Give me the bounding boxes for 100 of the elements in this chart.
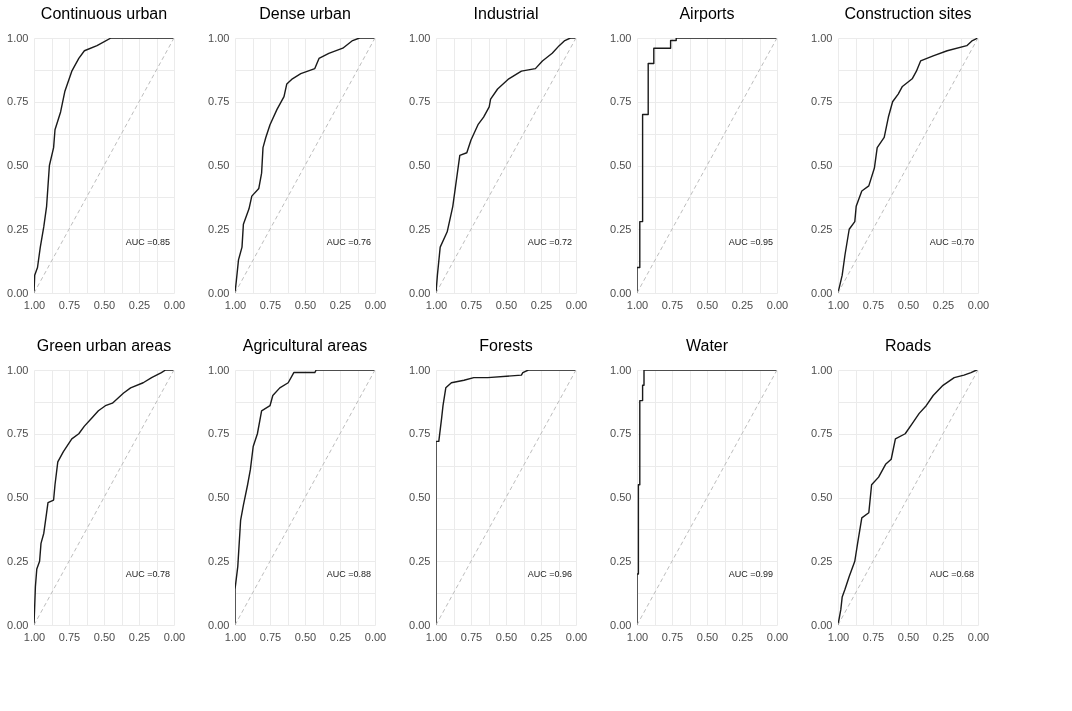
y-tick-label: 0.75 <box>208 427 230 440</box>
x-tick-label: 0.75 <box>259 298 282 311</box>
x-tick-label: 0.50 <box>897 630 920 643</box>
y-tick-label: 0.00 <box>409 618 431 631</box>
y-tick-label: 1.00 <box>811 363 833 376</box>
y-tick-label: 1.00 <box>610 363 632 376</box>
annotation: AUC =0.72 <box>527 237 572 247</box>
annotation: AUC =0.95 <box>728 237 773 247</box>
x-tick-label: 0.00 <box>565 298 588 311</box>
chart-title: Construction sites <box>844 5 972 22</box>
y-tick-label: 0.00 <box>208 286 230 299</box>
y-tick-label: 0.00 <box>409 286 431 299</box>
x-tick-label: 0.25 <box>731 630 754 643</box>
x-tick-label: 0.00 <box>565 630 588 643</box>
y-tick-label: 0.25 <box>409 222 431 235</box>
line-series <box>838 38 978 293</box>
y-tick-label: 0.50 <box>811 491 833 503</box>
x-tick-label: 0.25 <box>932 298 955 311</box>
x-tick-label: 0.75 <box>58 630 81 643</box>
y-tick-label: 1.00 <box>208 31 230 44</box>
x-tick-label: 0.75 <box>661 630 684 643</box>
y-tick-label: 0.00 <box>610 618 632 631</box>
x-tick-label: 0.25 <box>731 298 754 311</box>
line-series <box>436 38 576 293</box>
x-tick-label: 0.50 <box>495 298 518 311</box>
y-tick-label: 0.25 <box>409 554 431 567</box>
line-series <box>235 370 375 625</box>
chart-title: Green urban areas <box>36 337 172 354</box>
line-series <box>838 370 978 625</box>
x-tick-label: 0.75 <box>862 630 885 643</box>
y-tick-label: 1.00 <box>409 363 431 376</box>
y-tick-label: 0.75 <box>811 95 833 108</box>
line-series <box>34 370 174 625</box>
y-tick-label: 0.00 <box>610 286 632 299</box>
chart-title: Industrial <box>473 5 539 22</box>
annotation: AUC =0.68 <box>929 569 974 579</box>
y-tick-label: 0.75 <box>409 427 431 440</box>
y-tick-label: 0.50 <box>7 159 29 171</box>
x-tick-label: 0.00 <box>163 298 186 311</box>
annotation: AUC =0.70 <box>929 237 974 247</box>
y-tick-label: 0.00 <box>208 618 230 631</box>
annotation: AUC =0.78 <box>125 569 170 579</box>
chart-title: Roads <box>884 337 932 354</box>
y-tick-label: 0.50 <box>610 159 632 171</box>
x-tick-label: 0.50 <box>696 630 719 643</box>
chart-title: Agricultural areas <box>242 337 368 354</box>
x-tick-label: 0.00 <box>766 298 789 311</box>
x-tick-label: 0.75 <box>661 298 684 311</box>
y-tick-label: 0.75 <box>409 95 431 108</box>
y-tick-label: 0.75 <box>610 95 632 108</box>
chart-title: Dense urban <box>259 5 351 22</box>
annotation: AUC =0.76 <box>326 237 371 247</box>
line-series <box>637 38 777 293</box>
x-tick-label: 0.00 <box>364 630 387 643</box>
x-tick-label: 1.00 <box>224 630 247 643</box>
x-tick-label: 0.75 <box>460 630 483 643</box>
y-tick-label: 1.00 <box>7 363 29 376</box>
x-tick-label: 0.50 <box>696 298 719 311</box>
x-tick-label: 1.00 <box>626 298 649 311</box>
chart-title: Continuous urban <box>40 5 168 22</box>
x-tick-label: 0.50 <box>93 630 116 643</box>
y-tick-label: 0.50 <box>409 491 431 503</box>
y-tick-label: 1.00 <box>208 363 230 376</box>
y-tick-label: 0.00 <box>811 286 833 299</box>
y-tick-label: 0.25 <box>208 222 230 235</box>
chart-title: Airports <box>679 5 735 22</box>
x-tick-label: 0.25 <box>128 630 151 643</box>
x-tick-label: 1.00 <box>425 298 448 311</box>
x-tick-label: 1.00 <box>827 298 850 311</box>
x-tick-label: 0.50 <box>294 630 317 643</box>
y-tick-label: 0.00 <box>811 618 833 631</box>
x-tick-label: 1.00 <box>626 630 649 643</box>
x-tick-label: 0.50 <box>495 630 518 643</box>
x-tick-label: 0.25 <box>530 298 553 311</box>
x-tick-label: 0.25 <box>530 630 553 643</box>
y-tick-label: 0.50 <box>208 159 230 171</box>
y-tick-label: 1.00 <box>409 31 431 44</box>
x-tick-label: 1.00 <box>23 298 46 311</box>
y-tick-label: 0.25 <box>610 222 632 235</box>
y-tick-label: 1.00 <box>610 31 632 44</box>
y-tick-label: 0.00 <box>7 618 29 631</box>
x-tick-label: 1.00 <box>827 630 850 643</box>
annotation: AUC =0.96 <box>527 569 572 579</box>
y-tick-label: 0.75 <box>208 95 230 108</box>
x-tick-label: 0.50 <box>294 298 317 311</box>
x-tick-label: 0.75 <box>58 298 81 311</box>
x-tick-label: 0.75 <box>460 298 483 311</box>
x-tick-label: 0.25 <box>329 298 352 311</box>
y-tick-label: 0.00 <box>7 286 29 299</box>
y-tick-label: 0.25 <box>811 222 833 235</box>
y-tick-label: 0.50 <box>7 491 29 503</box>
x-tick-label: 0.00 <box>163 630 186 643</box>
y-tick-label: 0.25 <box>7 222 29 235</box>
x-tick-label: 0.50 <box>897 298 920 311</box>
y-tick-label: 0.50 <box>409 159 431 171</box>
x-tick-label: 1.00 <box>425 630 448 643</box>
x-tick-label: 0.00 <box>364 298 387 311</box>
annotation: AUC =0.99 <box>728 569 773 579</box>
line-series <box>637 370 777 625</box>
y-tick-label: 0.50 <box>208 491 230 503</box>
